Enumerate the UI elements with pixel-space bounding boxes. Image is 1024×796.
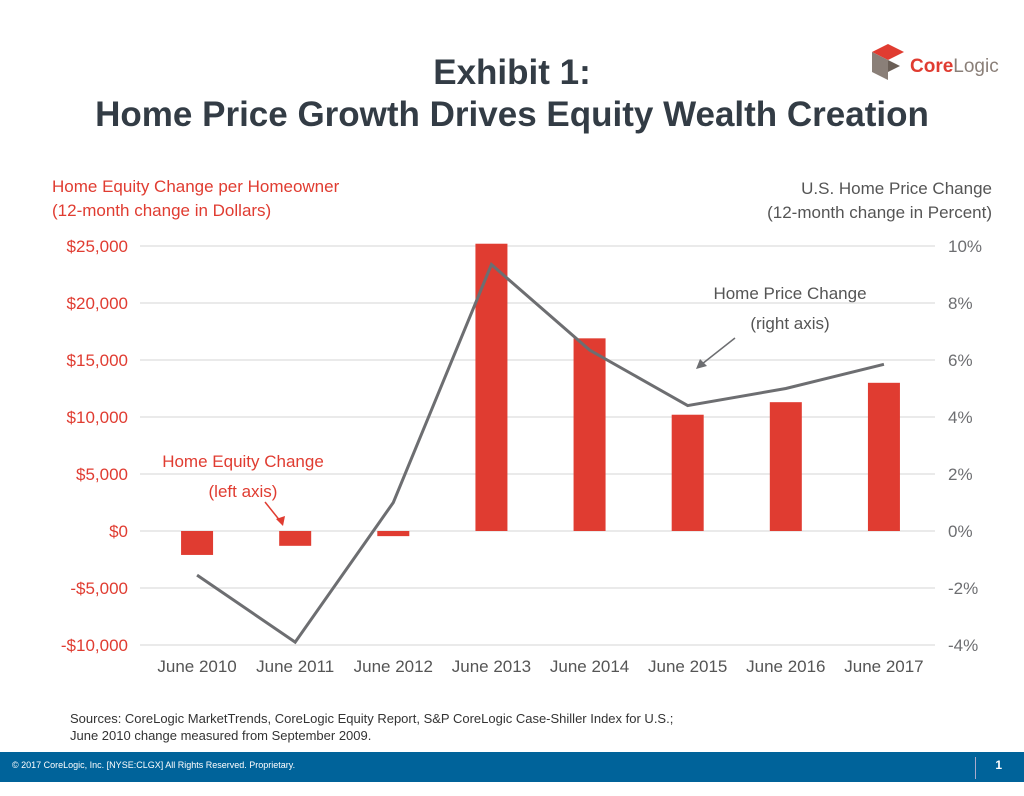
right-tick-label: -4% — [948, 636, 978, 655]
bar — [573, 338, 606, 531]
left-tick-label: $25,000 — [67, 237, 128, 256]
x-tick-label: June 2012 — [354, 657, 433, 676]
left-tick-label: $15,000 — [67, 351, 128, 370]
chart: $25,000 10% $20,000 8% $15,000 6% $10,000 4% $5,… — [61, 237, 982, 676]
price-annotation: Home Price Change (right axis) — [713, 284, 867, 333]
left-tick-label: $20,000 — [67, 294, 128, 313]
bar — [181, 531, 214, 555]
right-tick-label: 10% — [948, 237, 982, 256]
x-tick-label: June 2017 — [844, 657, 923, 676]
left-axis-label: Home Equity Change per Homeowner (12-mont… — [52, 177, 340, 220]
bar — [475, 243, 508, 531]
x-tick-label: June 2010 — [157, 657, 236, 676]
bar — [671, 414, 704, 531]
price-arrow — [701, 337, 736, 365]
left-tick-label: $0 — [109, 522, 128, 541]
equity-arrowhead — [276, 516, 285, 526]
x-tick-label: June 2011 — [256, 657, 334, 676]
bar — [867, 382, 900, 531]
right-tick-label: -2% — [948, 579, 978, 598]
x-tick-label: June 2015 — [648, 657, 727, 676]
left-tick-label: $5,000 — [76, 465, 128, 484]
sources-note: Sources: CoreLogic MarketTrends, CoreLog… — [70, 711, 674, 743]
footer-bar: © 2017 CoreLogic, Inc. [NYSE:CLGX] All R… — [0, 752, 1024, 782]
bar — [279, 531, 312, 546]
x-tick-label: June 2016 — [746, 657, 825, 676]
x-tick-label: June 2013 — [452, 657, 531, 676]
price-arrowhead — [696, 359, 707, 369]
right-tick-label: 0% — [948, 522, 973, 541]
copyright: © 2017 CoreLogic, Inc. [NYSE:CLGX] All R… — [12, 760, 296, 770]
x-tick-label: June 2014 — [550, 657, 629, 676]
right-tick-label: 6% — [948, 351, 973, 370]
page-number: 1 — [995, 758, 1002, 772]
home-price-line — [196, 262, 885, 645]
title-line-2: Home Price Growth Drives Equity Wealth C… — [95, 95, 929, 134]
right-tick-label: 4% — [948, 408, 973, 427]
title-line-1: Exhibit 1: — [433, 53, 591, 92]
corelogic-logo: CoreLogic — [870, 42, 1020, 82]
logo-cube-icon — [872, 44, 904, 80]
left-tick-label: -$10,000 — [61, 636, 128, 655]
bar — [377, 531, 410, 537]
right-axis-label: U.S. Home Price Change (12-month change i… — [767, 179, 992, 222]
page-title: Exhibit 1: Home Price Growth Drives Equi… — [0, 52, 1024, 136]
bar — [769, 402, 802, 531]
equity-annotation: Home Equity Change (left axis) — [162, 452, 324, 501]
right-tick-label: 8% — [948, 294, 973, 313]
right-tick-label: 2% — [948, 465, 973, 484]
left-tick-label: -$5,000 — [70, 579, 128, 598]
left-tick-label: $10,000 — [67, 408, 128, 427]
